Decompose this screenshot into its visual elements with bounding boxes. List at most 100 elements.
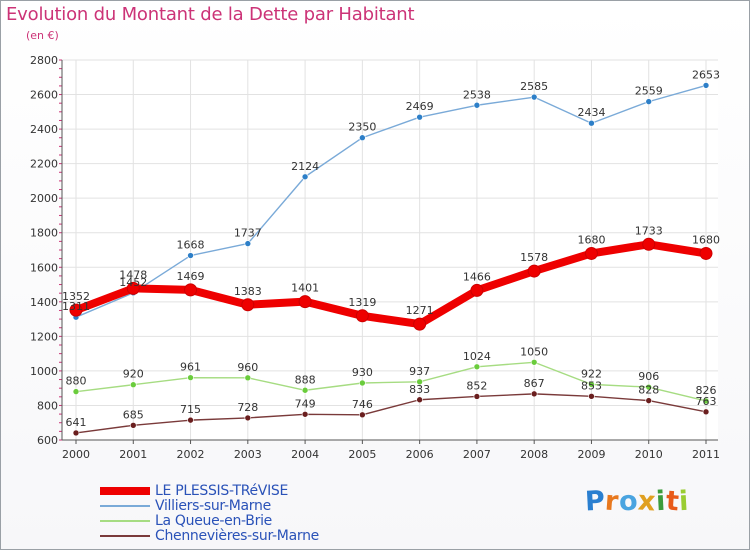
- y-tick-label: 1200: [30, 330, 58, 343]
- data-label: 746: [352, 398, 373, 411]
- legend-swatch: [100, 520, 150, 522]
- data-point: [699, 246, 713, 260]
- data-point: [129, 422, 137, 429]
- data-point: [187, 374, 194, 381]
- data-point: [359, 379, 366, 387]
- proxiti-logo: Proxiti: [584, 485, 690, 518]
- legend-label: Villiers-sur-Marne: [155, 498, 271, 514]
- data-point: [588, 119, 595, 127]
- legend-item: Chennevières-sur-Marne: [100, 528, 360, 544]
- x-tick-label: 2005: [348, 448, 376, 461]
- data-point: [473, 101, 481, 109]
- data-point: [645, 397, 653, 404]
- data-point: [416, 378, 423, 386]
- data-label: 937: [409, 365, 430, 378]
- data-label: 1733: [635, 224, 663, 237]
- data-label: 906: [638, 370, 659, 383]
- x-tick-label: 2002: [177, 448, 205, 461]
- data-point: [470, 283, 484, 297]
- legend-item: LE PLESSIS-TRéVISE: [100, 483, 360, 499]
- x-tick-label: 2008: [520, 448, 548, 461]
- x-tick-label: 2011: [692, 448, 720, 461]
- data-label: 749: [295, 397, 316, 410]
- data-label: 1452: [119, 276, 147, 289]
- data-label: 1469: [177, 270, 205, 283]
- legend-label: Chennevières-sur-Marne: [155, 528, 319, 544]
- x-tick-label: 2000: [62, 448, 90, 461]
- legend-swatch: [100, 487, 150, 495]
- legend-item: La Queue-en-Brie: [100, 513, 360, 529]
- series-line-3: [75, 393, 707, 434]
- y-tick-label: 2000: [30, 192, 58, 205]
- data-label: 1024: [463, 350, 491, 363]
- data-label: 1478: [119, 268, 147, 281]
- y-tick-label: 2400: [30, 123, 58, 136]
- data-label: 888: [295, 373, 316, 386]
- data-point: [642, 237, 656, 251]
- logo-letter: o: [618, 485, 639, 518]
- y-tick-label: 600: [37, 434, 58, 447]
- series-line-1: [75, 84, 707, 318]
- data-label: 1319: [348, 296, 376, 309]
- data-label: 828: [638, 384, 659, 397]
- data-label: 867: [524, 377, 545, 390]
- data-label: 2585: [520, 80, 548, 93]
- y-tick-label: 1600: [30, 261, 58, 274]
- x-tick-label: 2004: [291, 448, 319, 461]
- data-label: 1352: [62, 290, 90, 303]
- y-tick-label: 2200: [30, 158, 58, 171]
- x-tick-label: 2001: [119, 448, 147, 461]
- data-label: 685: [123, 408, 144, 421]
- x-tick-label: 2010: [635, 448, 663, 461]
- data-point: [244, 414, 252, 422]
- data-point: [645, 383, 653, 391]
- data-point: [244, 374, 252, 382]
- data-point: [244, 240, 252, 247]
- data-label: 960: [237, 361, 258, 374]
- data-point: [187, 252, 194, 259]
- data-point: [584, 246, 598, 260]
- data-label: 1401: [291, 282, 319, 295]
- data-point: [588, 381, 595, 388]
- data-point: [416, 396, 423, 404]
- data-label: 763: [696, 395, 717, 408]
- data-label: 826: [696, 384, 717, 397]
- data-label: 852: [466, 379, 487, 392]
- data-point: [129, 381, 137, 389]
- legend-swatch: [100, 535, 150, 537]
- y-tick-label: 2800: [30, 54, 58, 67]
- data-point: [359, 134, 366, 142]
- data-point: [588, 392, 595, 400]
- data-label: 880: [66, 375, 87, 388]
- data-point: [645, 98, 653, 105]
- data-label: 1466: [463, 270, 491, 283]
- chart-unit-label: (en €): [26, 29, 59, 42]
- legend-label: La Queue-en-Brie: [155, 513, 272, 529]
- y-tick-label: 1000: [30, 365, 58, 378]
- data-label: 715: [180, 403, 201, 416]
- data-point: [413, 317, 427, 331]
- data-label: 1737: [234, 227, 262, 240]
- data-label: 1680: [577, 233, 605, 246]
- data-label: 920: [123, 368, 144, 381]
- data-point: [530, 358, 538, 366]
- x-tick-label: 2006: [406, 448, 434, 461]
- y-tick-label: 800: [37, 399, 58, 412]
- x-tick-label: 2007: [463, 448, 491, 461]
- data-label: 1578: [520, 251, 548, 264]
- y-tick-label: 2600: [30, 89, 58, 102]
- data-point: [301, 386, 309, 394]
- logo-letter: P: [584, 485, 607, 518]
- data-label: 1383: [234, 285, 262, 298]
- data-point: [184, 283, 198, 297]
- data-point: [473, 363, 481, 371]
- data-point: [301, 410, 309, 418]
- data-point: [72, 429, 80, 437]
- data-point: [473, 393, 481, 400]
- data-label: 2538: [463, 88, 491, 101]
- data-point: [416, 113, 423, 121]
- data-label: 961: [180, 361, 201, 374]
- x-tick-label: 2003: [234, 448, 262, 461]
- legend-label: LE PLESSIS-TRéVISE: [155, 483, 289, 499]
- series-line-0: [72, 240, 710, 329]
